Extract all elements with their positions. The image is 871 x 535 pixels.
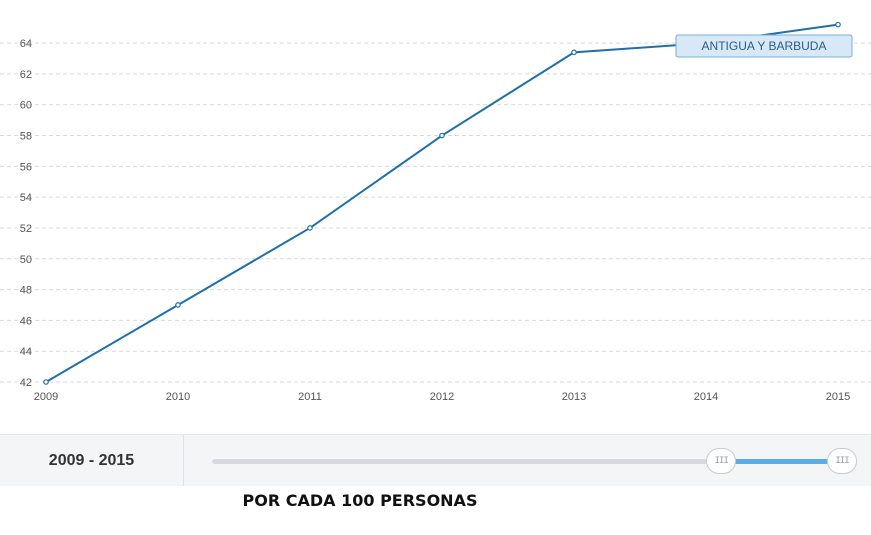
y-tick-label: 50 [20, 254, 32, 266]
data-point[interactable] [571, 49, 577, 56]
data-point[interactable] [835, 21, 841, 28]
x-tick-label: 2014 [694, 391, 718, 403]
x-tick-label: 2012 [430, 391, 454, 403]
range-slider-track[interactable]: III III [212, 448, 857, 474]
x-tick-label: 2011 [298, 391, 322, 403]
tooltip-label: ANTIGUA Y BARBUDA [702, 39, 827, 53]
range-slider-fill [721, 459, 842, 464]
y-tick-label: 52 [20, 223, 32, 235]
y-tick-label: 58 [20, 131, 32, 143]
data-point[interactable] [43, 379, 49, 385]
y-axis-ticks: 42 44 46 48 50 52 54 56 58 60 62 64 [20, 38, 32, 389]
series-line [45, 23, 839, 383]
x-tick-label: 2015 [826, 391, 850, 403]
y-tick-label: 64 [20, 38, 32, 50]
x-tick-label: 2010 [166, 391, 190, 403]
y-tick-label: 62 [20, 69, 32, 81]
y-tick-label: 48 [20, 285, 32, 297]
series-tooltip: ANTIGUA Y BARBUDA [675, 34, 853, 58]
y-tick-label: 60 [20, 100, 32, 112]
y-tick-label: 44 [20, 346, 32, 358]
line-chart: 42 44 46 48 50 52 54 56 58 60 62 64 2009 2010 2011 201… [0, 21, 871, 403]
x-axis-ticks: 2009 2010 2011 2012 2013 2014 2015 [34, 391, 850, 403]
data-point[interactable] [439, 132, 445, 139]
footer-note: POR CADA 100 PERSONAS [242, 491, 478, 510]
data-point[interactable] [175, 302, 181, 308]
y-tick-label: 42 [20, 377, 32, 389]
y-tick-label: 56 [20, 161, 32, 173]
y-tick-label: 54 [20, 192, 32, 204]
range-slider-start-handle[interactable]: III [706, 448, 737, 474]
series-layer [43, 21, 841, 385]
data-point[interactable] [307, 225, 313, 231]
x-tick-label: 2013 [562, 391, 586, 403]
range-slider-end-handle[interactable]: III [827, 448, 857, 474]
y-tick-label: 46 [20, 315, 32, 327]
range-selector: 2009 - 2015 III III [0, 434, 871, 486]
chart-svg: 42 44 46 48 50 52 54 56 58 60 62 64 2009 2010 2011 201… [0, 21, 871, 403]
tooltip-box [675, 34, 853, 58]
grid-layer [0, 42, 871, 383]
range-label: 2009 - 2015 [0, 435, 184, 486]
x-tick-label: 2009 [34, 391, 58, 403]
